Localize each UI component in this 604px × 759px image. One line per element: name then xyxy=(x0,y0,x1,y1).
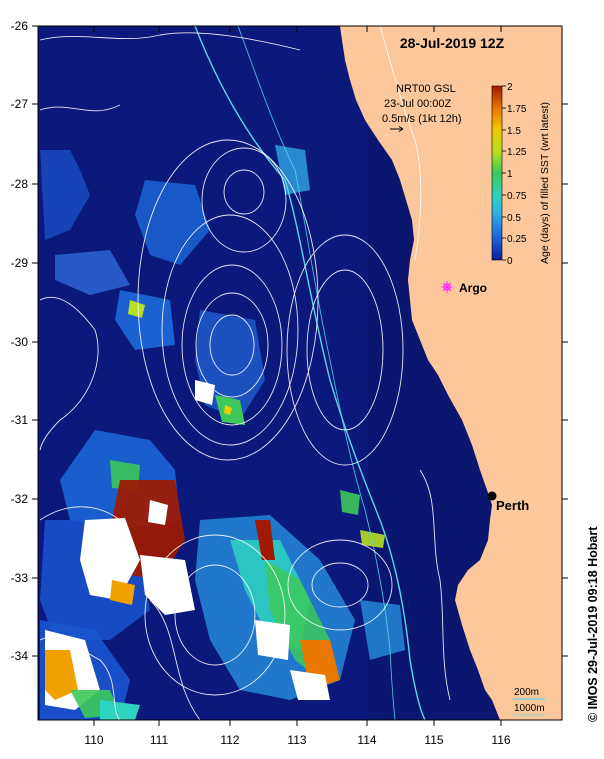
lon-tick-label: 114 xyxy=(357,733,376,747)
colorbar-tick-label: 0.5 xyxy=(507,213,521,224)
lat-tick-label: -27 xyxy=(11,97,29,111)
map-frame xyxy=(37,25,563,721)
lon-tick-label: 113 xyxy=(287,733,306,747)
colorbar-tick-label: 0.25 xyxy=(507,234,527,245)
colorbar-tick-label: 1 xyxy=(507,169,513,180)
map-title: 28-Jul-2019 12Z xyxy=(400,35,505,51)
colorbar-tick-label: 0.75 xyxy=(507,191,527,202)
lon-ticks xyxy=(93,26,502,726)
argo-label: Argo xyxy=(459,281,487,295)
lat-tick-label: -32 xyxy=(11,492,29,506)
perth-marker-icon xyxy=(487,491,497,501)
lat-tick-label: -31 xyxy=(11,413,29,427)
lon-tick-label: 110 xyxy=(84,733,103,747)
lat-tick-label: -29 xyxy=(11,256,29,270)
date-label: 23-Jul 00:00Z xyxy=(384,98,452,110)
lat-ticks xyxy=(32,25,568,657)
perth-label: Perth xyxy=(496,498,529,513)
legend-1000m-label: 1000m xyxy=(514,703,545,714)
land-australia xyxy=(340,26,562,720)
lon-tick-label: 115 xyxy=(424,733,443,747)
sst-patches xyxy=(40,145,405,720)
colorbar-label: Age (days) of filled SST (wrt latest) xyxy=(539,102,551,264)
lon-tick-label: 111 xyxy=(150,733,169,747)
lat-tick-label: -28 xyxy=(11,177,29,191)
credit-label: © IMOS 29-Jul-2019 09:18 Hobart xyxy=(586,526,600,722)
scale-label: 0.5m/s (1kt 12h) xyxy=(382,113,461,125)
lon-tick-label: 116 xyxy=(491,733,510,747)
colorbar-tick-label: 1.75 xyxy=(507,104,527,115)
colorbar-tick-label: 0 xyxy=(507,256,513,267)
legend-200m-label: 200m xyxy=(514,687,539,698)
ssh-contours xyxy=(39,26,451,720)
colorbar xyxy=(491,85,503,261)
product-label: NRT00 GSL xyxy=(396,83,456,95)
colorbar-tick-label: 1.5 xyxy=(507,126,521,137)
isobath-1000m xyxy=(237,26,396,720)
argo-marker-icon xyxy=(441,281,453,293)
lat-tick-label: -34 xyxy=(11,649,29,663)
lon-tick-label: 112 xyxy=(220,733,239,747)
lat-tick-label: -26 xyxy=(11,19,29,33)
lat-tick-label: -30 xyxy=(11,335,29,349)
scale-arrow-icon xyxy=(390,126,404,132)
lat-tick-label: -33 xyxy=(11,571,29,585)
colorbar-tick-label: 2 xyxy=(507,82,513,93)
colorbar-ticks xyxy=(502,85,506,261)
colorbar-tick-label: 1.25 xyxy=(507,147,527,158)
